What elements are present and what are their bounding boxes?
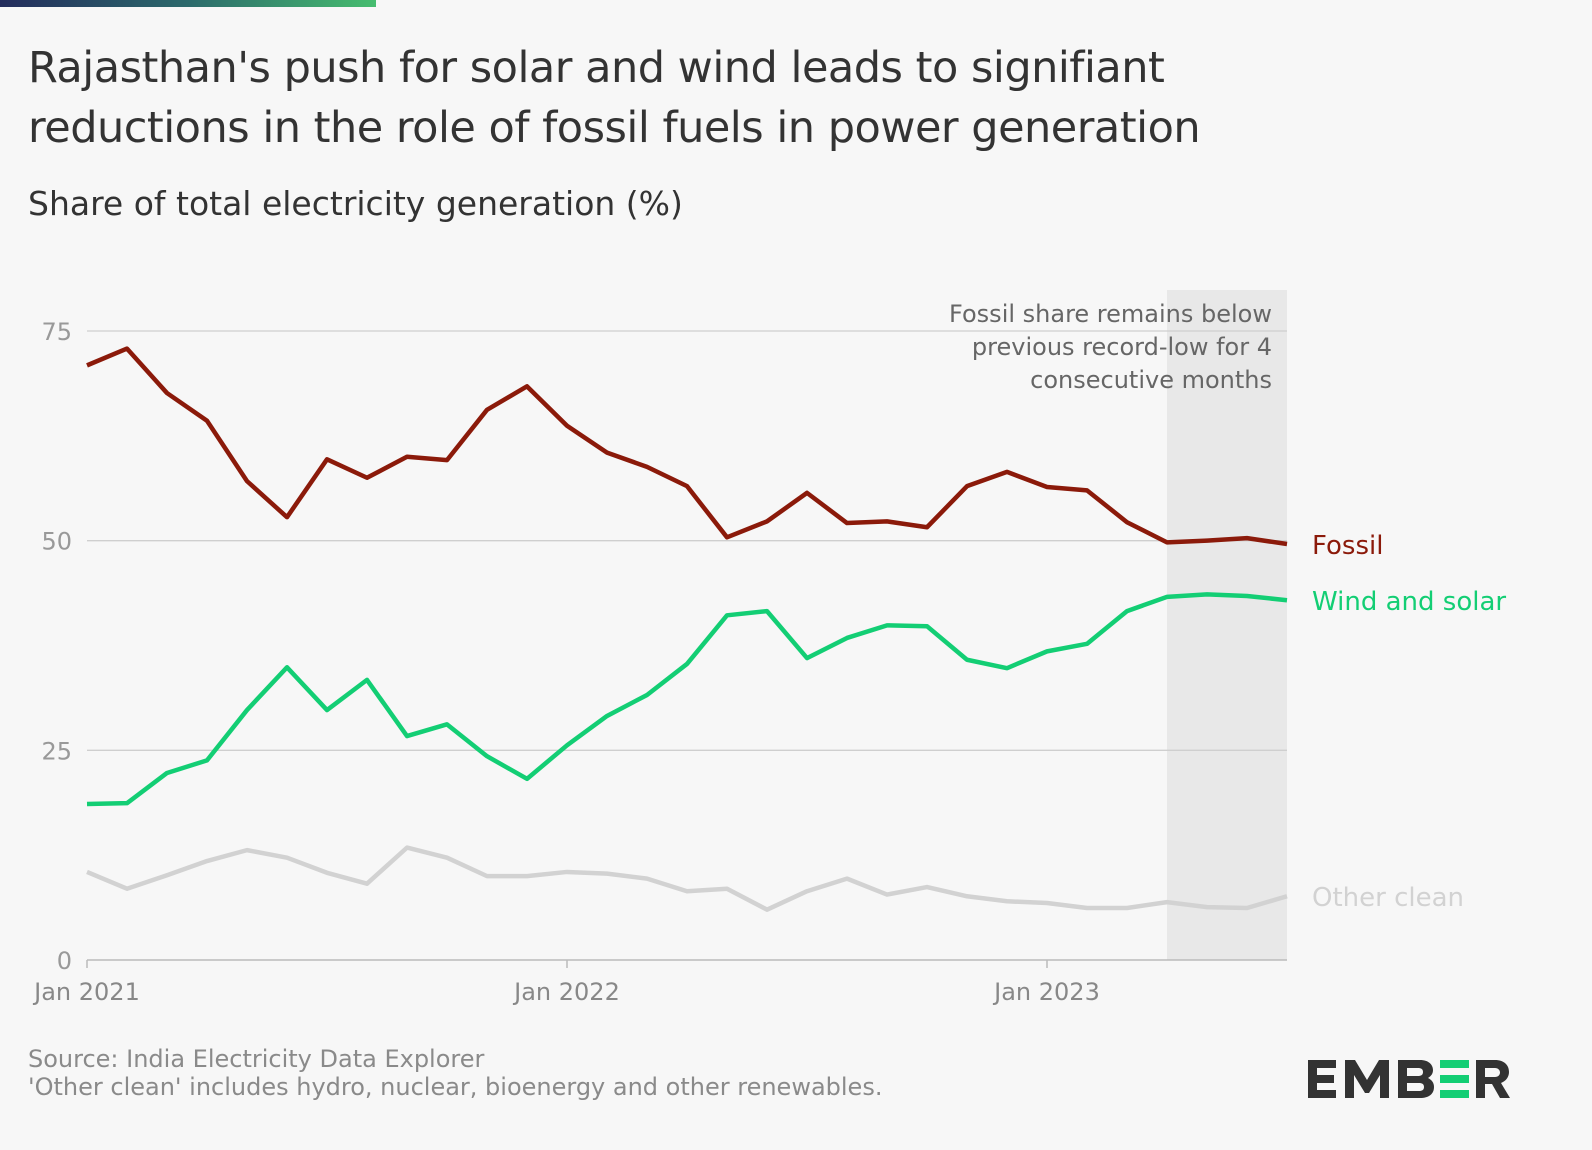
title-line-1: Rajasthan's push for solar and wind lead…: [28, 43, 1165, 93]
wind-and-solar-label: Wind and solar: [1312, 587, 1506, 617]
annotation-text: consecutive months: [1030, 366, 1272, 394]
chart-title: Rajasthan's push for solar and wind lead…: [28, 38, 1201, 158]
x-tick-label: Jan 2021: [32, 978, 140, 1006]
ember-logo: [1308, 1060, 1510, 1098]
other-clean-label: Other clean: [1312, 883, 1464, 913]
wind-and-solar-line: [86, 592, 1288, 807]
footnote: 'Other clean' includes hydro, nuclear, b…: [28, 1073, 883, 1101]
annotation-text: previous record-low for 4: [972, 333, 1272, 361]
y-tick-label: 50: [41, 528, 72, 556]
fossil-line: [86, 346, 1288, 547]
x-tick-label: Jan 2023: [992, 978, 1100, 1006]
chart-subtitle: Share of total electricity generation (%…: [28, 184, 683, 223]
x-tick-label: Jan 2022: [512, 978, 620, 1006]
y-tick-label: 25: [41, 737, 72, 765]
source-note: Source: India Electricity Data Explorer: [28, 1045, 485, 1073]
highlight-band: [1167, 290, 1287, 960]
y-tick-label: 75: [41, 318, 72, 346]
title-line-2: reductions in the role of fossil fuels i…: [28, 103, 1201, 153]
fossil-label: Fossil: [1312, 531, 1383, 561]
annotation-text: Fossil share remains below: [949, 300, 1272, 328]
top-accent-bar: [0, 0, 376, 7]
y-tick-label: 0: [57, 947, 72, 975]
other-clean-line: [86, 845, 1288, 912]
